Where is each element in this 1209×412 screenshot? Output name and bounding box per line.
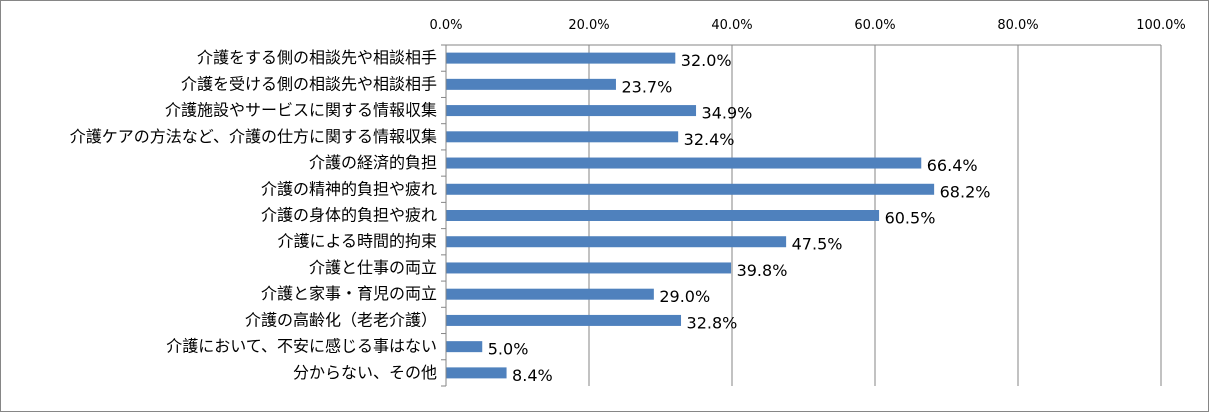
data-label: 32.8% bbox=[687, 313, 738, 332]
category-label: 介護と仕事の両立 bbox=[309, 258, 437, 277]
data-label: 23.7% bbox=[621, 77, 672, 96]
bar bbox=[446, 210, 880, 221]
category-label: 介護ケアの方法など、介護の仕方に関する情報収集 bbox=[70, 127, 437, 146]
category-label: 介護を受ける側の相談先や相談相手 bbox=[181, 74, 437, 93]
category-label: 介護施設やサービスに関する情報収集 bbox=[165, 101, 437, 120]
data-label: 68.2% bbox=[940, 182, 991, 201]
x-tick-label: 40.0% bbox=[711, 18, 752, 33]
bar bbox=[446, 105, 697, 117]
x-tick-label: 100.0% bbox=[1136, 18, 1186, 33]
category-label: 介護において、不安に感じる事はない bbox=[166, 337, 437, 356]
bar bbox=[446, 131, 679, 143]
bar bbox=[446, 52, 676, 64]
category-label: 介護をする側の相談先や相談相手 bbox=[197, 48, 437, 67]
data-label: 32.4% bbox=[684, 130, 735, 149]
category-label: 介護の精神的負担や疲れ bbox=[261, 179, 437, 198]
data-label: 8.4% bbox=[512, 366, 553, 385]
bar bbox=[446, 314, 682, 326]
bar bbox=[446, 367, 507, 379]
x-tick-label: 80.0% bbox=[997, 18, 1038, 33]
data-label: 47.5% bbox=[792, 235, 843, 254]
bar bbox=[446, 78, 616, 90]
category-label: 介護と家事・育児の両立 bbox=[261, 284, 437, 303]
x-tick-label: 60.0% bbox=[854, 18, 895, 33]
bar bbox=[446, 341, 483, 353]
data-label: 34.9% bbox=[702, 104, 753, 123]
data-label: 5.0% bbox=[488, 340, 529, 359]
bar bbox=[446, 288, 654, 300]
category-label: 介護の経済的負担 bbox=[309, 153, 437, 172]
x-tick-label: 20.0% bbox=[568, 18, 609, 33]
bar bbox=[446, 157, 922, 169]
category-label: 分からない、その他 bbox=[293, 363, 437, 382]
category-label: 介護の高齢化（老老介護） bbox=[245, 310, 437, 329]
bar bbox=[446, 262, 732, 274]
category-label: 介護による時間的拘束 bbox=[277, 232, 437, 251]
data-label: 66.4% bbox=[927, 156, 978, 175]
data-label: 60.5% bbox=[885, 209, 936, 228]
x-tick-label: 0.0% bbox=[429, 18, 462, 33]
data-label: 32.0% bbox=[681, 51, 732, 70]
data-label: 29.0% bbox=[659, 287, 710, 306]
data-label: 39.8% bbox=[737, 261, 788, 280]
category-label: 介護の身体的負担や疲れ bbox=[261, 206, 437, 225]
bar bbox=[446, 183, 935, 195]
bar bbox=[446, 236, 787, 248]
